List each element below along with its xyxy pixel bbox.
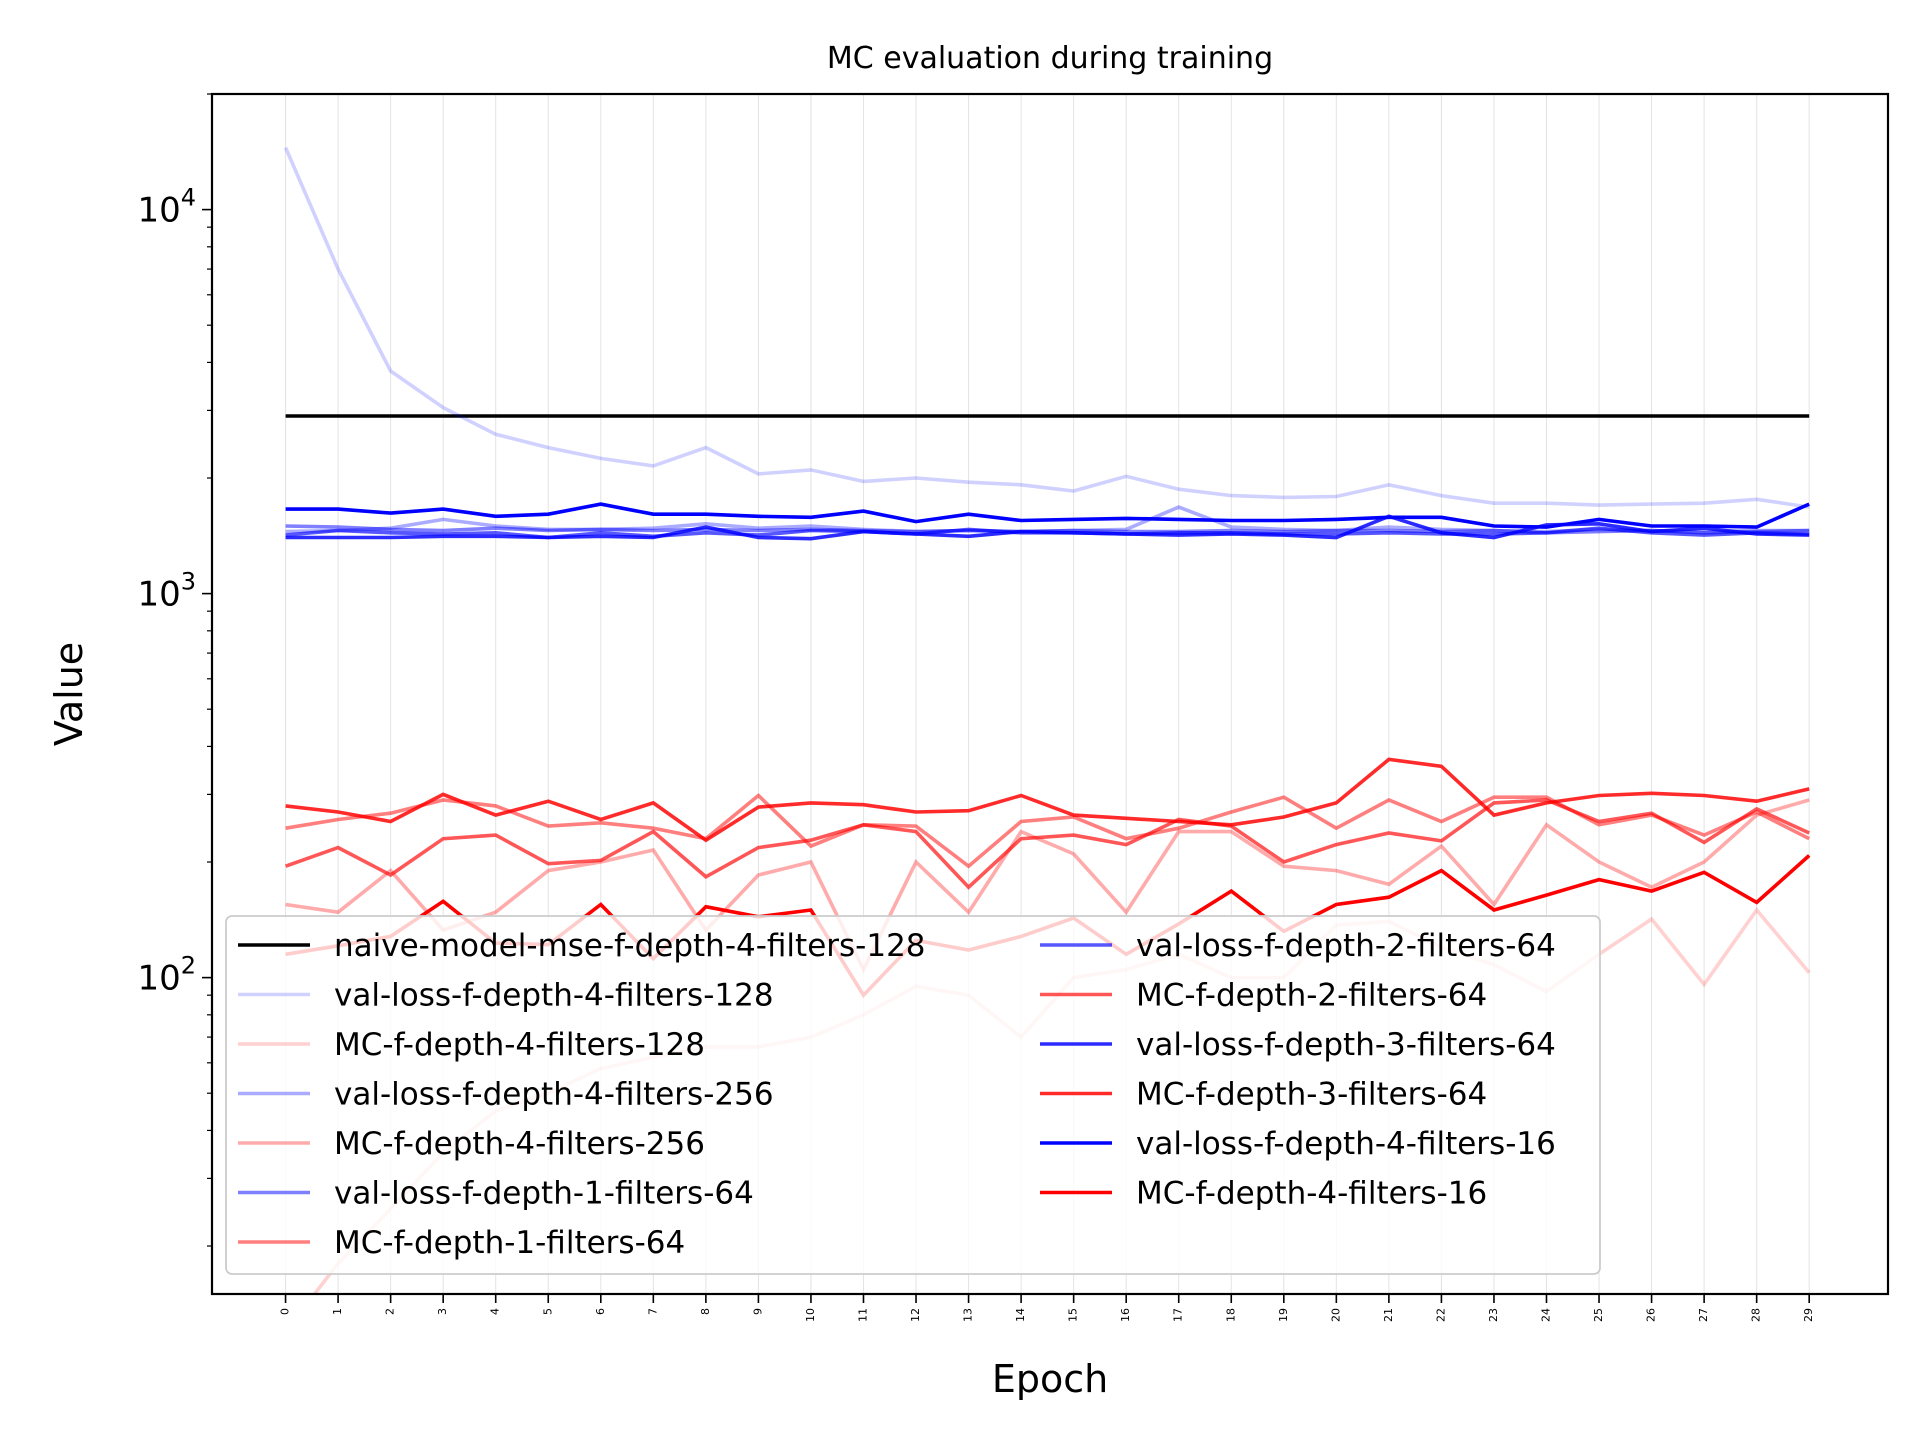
x-tick-label: 14 bbox=[1014, 1308, 1027, 1322]
x-tick-label: 29 bbox=[1802, 1308, 1815, 1322]
x-tick-label: 28 bbox=[1750, 1308, 1763, 1322]
legend-entry-label: val-loss-f-depth-3-filters-64 bbox=[1136, 1027, 1556, 1063]
y-tick-label: 102 bbox=[137, 952, 196, 999]
x-tick-label: 6 bbox=[594, 1308, 607, 1315]
legend-box bbox=[225, 915, 1601, 1275]
x-tick-label: 15 bbox=[1067, 1308, 1080, 1322]
x-tick-label: 27 bbox=[1697, 1308, 1710, 1322]
legend-entry-label: val-loss-f-depth-4-filters-256 bbox=[334, 1077, 774, 1113]
x-tick-label: 24 bbox=[1539, 1308, 1552, 1322]
y-tick-base: 10 bbox=[137, 191, 180, 231]
x-tick-label: 17 bbox=[1172, 1308, 1185, 1322]
x-tick-label: 23 bbox=[1487, 1308, 1500, 1322]
legend-entry-label: val-loss-f-depth-4-filters-128 bbox=[334, 978, 774, 1014]
y-tick-base: 10 bbox=[137, 959, 180, 999]
legend-entry-label: val-loss-f-depth-4-filters-16 bbox=[1136, 1126, 1556, 1162]
x-tick-label: 9 bbox=[751, 1308, 764, 1315]
legend-entry-label: MC-f-depth-3-filters-64 bbox=[1136, 1077, 1487, 1113]
x-tick-label: 26 bbox=[1645, 1308, 1658, 1322]
series-line bbox=[285, 757, 1810, 843]
x-tick-label: 19 bbox=[1277, 1308, 1290, 1322]
legend-entry-label: MC-f-depth-4-filters-128 bbox=[334, 1027, 705, 1063]
x-tick-label: 16 bbox=[1119, 1308, 1132, 1322]
series-line bbox=[285, 502, 1810, 529]
x-tick-label: 8 bbox=[699, 1308, 712, 1315]
x-tick-label: 7 bbox=[646, 1308, 659, 1315]
x-tick-label: 20 bbox=[1329, 1308, 1342, 1322]
x-tick-label: 25 bbox=[1592, 1308, 1605, 1322]
y-tick-exponent: 3 bbox=[181, 568, 196, 596]
legend-entry-label: MC-f-depth-1-filters-64 bbox=[334, 1225, 685, 1261]
series-line bbox=[283, 146, 1810, 509]
legend-entry-label: MC-f-depth-2-filters-64 bbox=[1136, 978, 1487, 1014]
y-tick-exponent: 2 bbox=[181, 952, 196, 980]
x-tick-label: 0 bbox=[279, 1308, 292, 1315]
legend-entry-label: naive-model-mse-f-depth-4-filters-128 bbox=[334, 928, 926, 964]
x-tick-label: 22 bbox=[1434, 1308, 1447, 1322]
x-axis-label: Epoch bbox=[992, 1357, 1108, 1401]
x-tick-label: 12 bbox=[909, 1308, 922, 1322]
x-tick-label: 1 bbox=[331, 1308, 344, 1315]
x-tick-label: 10 bbox=[804, 1308, 817, 1322]
x-tick-label: 18 bbox=[1224, 1308, 1237, 1322]
y-tick-base: 10 bbox=[137, 575, 180, 615]
x-tick-label: 11 bbox=[856, 1308, 869, 1322]
x-tick-label: 3 bbox=[436, 1308, 449, 1315]
y-axis-label: Value bbox=[47, 642, 91, 746]
x-tick-label: 13 bbox=[962, 1308, 975, 1322]
legend-entry-label: val-loss-f-depth-2-filters-64 bbox=[1136, 928, 1556, 964]
x-tick-label: 21 bbox=[1382, 1308, 1395, 1322]
legend-entry-label: MC-f-depth-4-filters-16 bbox=[1136, 1176, 1487, 1212]
y-tick-label: 103 bbox=[137, 568, 196, 615]
series-line bbox=[284, 798, 1810, 890]
x-axis: 0 1 2 3 4 5 6 7 8 9 10 11 12 13 14 15 16 17 18 19 20 21 22 23 24… bbox=[279, 1294, 1815, 1322]
legend: naive-model-mse-f-depth-4-filters-128 val… bbox=[225, 915, 1601, 1275]
x-tick-label: 2 bbox=[384, 1308, 397, 1315]
y-tick-exponent: 4 bbox=[181, 184, 196, 212]
x-tick-label: 4 bbox=[489, 1308, 502, 1315]
x-tick-label: 5 bbox=[541, 1308, 554, 1315]
y-tick-label: 104 bbox=[137, 184, 196, 231]
plot-frame bbox=[210, 92, 1890, 1296]
series-line bbox=[285, 798, 1810, 974]
legend-entry-label: val-loss-f-depth-1-filters-64 bbox=[334, 1176, 754, 1212]
chart-title: MC evaluation during training bbox=[827, 41, 1273, 76]
legend-entry-label: MC-f-depth-4-filters-256 bbox=[334, 1126, 705, 1162]
